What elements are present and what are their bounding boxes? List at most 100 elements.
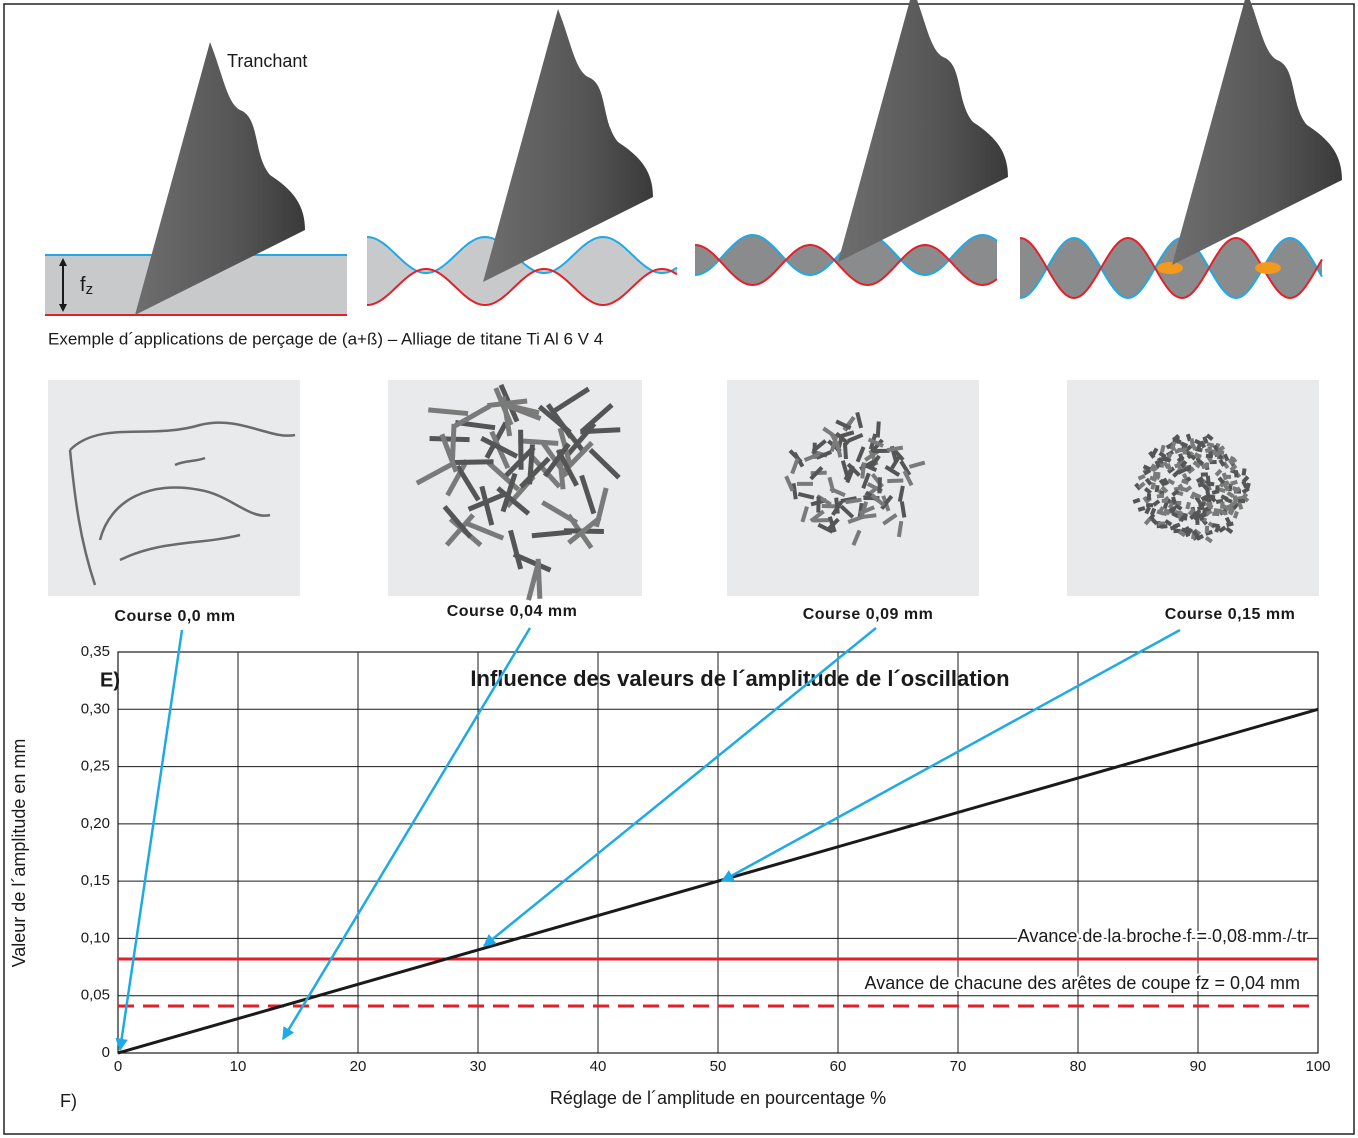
chip (1174, 509, 1183, 516)
chip (1184, 485, 1193, 493)
chip (884, 465, 901, 477)
wave-diagrams (45, 0, 1342, 316)
x-tick-label: 0 (114, 1058, 122, 1075)
chip (527, 444, 535, 485)
chip (1146, 493, 1152, 501)
chip (1216, 449, 1225, 455)
chip (1199, 512, 1207, 518)
chip (566, 421, 597, 456)
chip (1149, 475, 1158, 483)
x-tick-label: 70 (950, 1058, 967, 1075)
chip (1162, 461, 1170, 470)
chip (1144, 477, 1153, 486)
chip (1180, 441, 1189, 448)
chip (870, 438, 884, 454)
chip (555, 448, 579, 487)
chip (1134, 482, 1142, 491)
chip (1182, 447, 1188, 455)
overlap (1157, 262, 1183, 274)
chip (1193, 452, 1202, 460)
chip (1225, 526, 1234, 535)
chip (788, 449, 803, 464)
chip (1169, 524, 1178, 531)
chip (496, 486, 531, 516)
x-tick-label: 40 (590, 1058, 607, 1075)
chip (1137, 481, 1146, 490)
chip (465, 520, 505, 541)
chip (899, 460, 912, 476)
band (367, 237, 677, 305)
y-tick-label: 0,05 (81, 987, 110, 1004)
chip (1187, 507, 1196, 516)
panel-label: E) (100, 669, 120, 691)
chip (809, 509, 825, 523)
chip (1205, 433, 1214, 441)
chip (840, 496, 857, 504)
fz-label: fz (80, 274, 93, 298)
chip (174, 456, 206, 467)
chip (1226, 490, 1235, 499)
chip (1199, 479, 1204, 487)
chip (868, 454, 881, 471)
chip (1185, 501, 1191, 510)
chip (500, 472, 518, 513)
chip (499, 401, 540, 416)
chip (847, 514, 864, 524)
chip (1222, 453, 1230, 462)
chip (1181, 478, 1190, 485)
chip (69, 421, 296, 451)
chip (1162, 477, 1170, 486)
chip (1193, 513, 1201, 522)
chip (1228, 506, 1234, 514)
chip (861, 472, 871, 489)
y-tick-label: 0,30 (81, 700, 110, 717)
chip (1158, 478, 1167, 487)
chip (535, 558, 543, 599)
chip (1196, 458, 1205, 466)
chip (1195, 446, 1203, 453)
chip (1162, 508, 1169, 517)
fz-sub: z (86, 281, 94, 298)
chip (1245, 482, 1251, 491)
y-axis-label: Valeur de l´amplitude en mm (9, 739, 29, 968)
chip (1144, 506, 1152, 515)
chip (1194, 495, 1202, 504)
chip (1204, 479, 1213, 488)
chip (553, 386, 591, 413)
chip (809, 465, 824, 481)
x-tick-label: 50 (710, 1058, 727, 1075)
chip (1204, 535, 1213, 544)
arrow (720, 628, 1181, 883)
chip (1227, 483, 1233, 492)
chip (1178, 453, 1185, 462)
arrow (483, 627, 877, 947)
photo-caption: Course 0,0 mm (114, 608, 235, 625)
chip (1158, 451, 1167, 459)
chip (1201, 463, 1210, 470)
chip (811, 439, 827, 453)
chip (851, 529, 862, 546)
chip (518, 438, 559, 446)
x-tick-label: 80 (1070, 1058, 1087, 1075)
chip (870, 493, 886, 507)
x-tick-label: 90 (1190, 1058, 1207, 1075)
data-line (117, 707, 1319, 1055)
chip (1168, 505, 1177, 513)
blue-wave (1019, 236, 1323, 300)
chip (1137, 506, 1146, 512)
frame (3, 3, 1355, 1135)
tool (483, 9, 653, 282)
chip (1218, 487, 1226, 494)
chip (1173, 486, 1182, 492)
chip (882, 513, 898, 526)
red-wave (366, 268, 678, 307)
chip (840, 460, 850, 477)
chip (784, 475, 795, 492)
y-tick-label: 0,20 (81, 815, 110, 832)
chip (1218, 458, 1226, 467)
chip (815, 450, 833, 460)
chip (439, 433, 459, 473)
chip (1237, 501, 1244, 510)
chip (1143, 468, 1152, 476)
